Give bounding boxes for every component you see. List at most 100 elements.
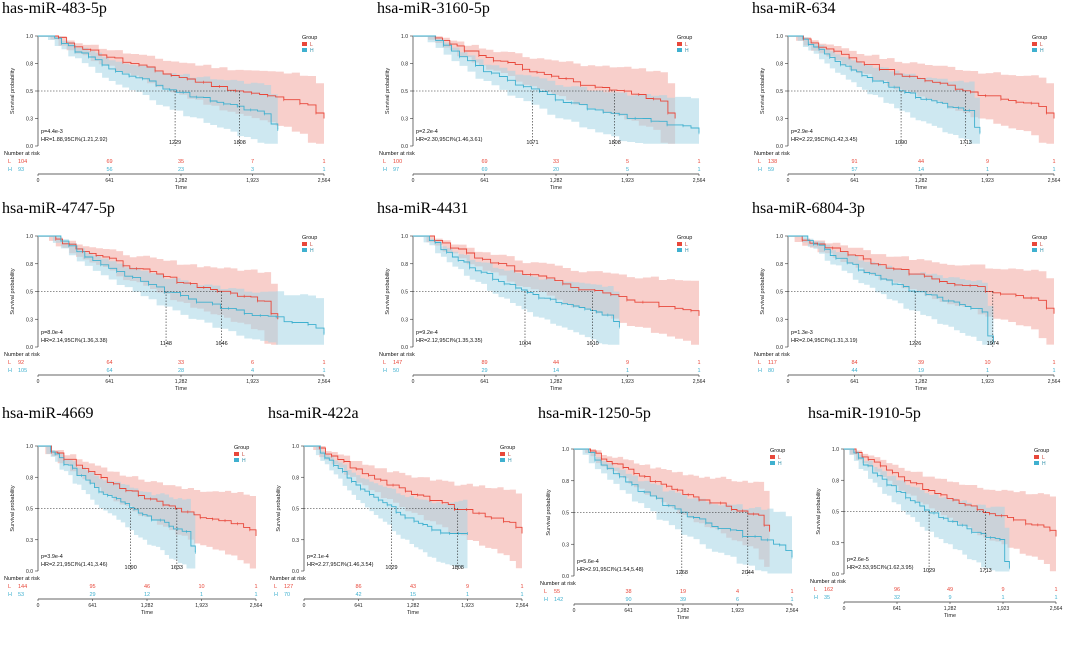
legend-label-L: L: [778, 455, 781, 461]
series-H-line: [38, 235, 325, 334]
y-tick-label: 0.5: [26, 507, 33, 513]
risk-row-label-L: L: [758, 159, 761, 165]
hazard-ratio-label: HR=2.30,95CI%(1.46,3.61): [416, 137, 483, 143]
legend-label-H: H: [1042, 461, 1046, 467]
median-label-L: 2044: [742, 570, 754, 576]
risk-row-label-L: L: [544, 589, 547, 595]
legend-label-L: L: [508, 452, 511, 458]
y-tick-label: 0.5: [562, 511, 569, 517]
risk-count-H: 12: [144, 592, 150, 598]
risk-row-label-L: L: [274, 584, 277, 590]
legend-title: Group: [770, 448, 785, 454]
legend-label-L: L: [1040, 242, 1043, 248]
legend-label-H: H: [685, 248, 689, 254]
risk-count-H: 1: [1054, 595, 1057, 601]
legend-swatch-L: [677, 242, 682, 246]
x-tick-label: 641: [624, 608, 633, 614]
legend-label-L: L: [1042, 455, 1045, 461]
median-label-L: 1610: [586, 341, 598, 347]
y-axis-label: Survival probability: [760, 268, 766, 314]
x-tick-label: 0: [37, 178, 40, 184]
risk-count-L: 89: [481, 360, 487, 366]
legend-title: Group: [1034, 448, 1049, 454]
median-label-L: 1808: [234, 140, 246, 146]
risk-count-H: 32: [894, 595, 900, 601]
risk-count-H: 57: [851, 167, 857, 173]
risk-row-label-L: L: [383, 159, 386, 165]
risk-count-H: 93: [18, 167, 24, 173]
x-axis-label: Time: [915, 386, 927, 392]
x-axis-label: Time: [550, 386, 562, 392]
p-value-label: p=4.4e-3: [41, 129, 63, 135]
legend-swatch-H: [234, 458, 239, 462]
km-plot: 0.0 0.3 0.5 0.8 1.0 Survival probability 1268 2…: [540, 447, 798, 621]
y-tick-label: 0.5: [401, 89, 408, 95]
risk-row-label-L: L: [8, 159, 11, 165]
legend-label-H: H: [508, 458, 512, 464]
risk-count-H: 42: [355, 592, 361, 598]
legend-title: Group: [1032, 235, 1047, 241]
risk-row-label-H: H: [814, 595, 818, 601]
risk-table-title: Number at risk: [754, 151, 790, 157]
y-tick-label: 0.8: [292, 475, 299, 481]
risk-count-H: 1: [520, 592, 523, 598]
x-tick-label: 1,282: [915, 379, 928, 385]
risk-count-H: 53: [18, 592, 24, 598]
risk-table-title: Number at risk: [379, 352, 415, 358]
x-tick-label: 2,564: [1050, 606, 1063, 612]
risk-count-L: 49: [947, 587, 953, 593]
x-tick-label: 1,282: [175, 379, 188, 385]
risk-count-L: 9: [626, 360, 629, 366]
legend-swatch-L: [1032, 42, 1037, 46]
y-tick-label: 0.0: [401, 144, 408, 150]
legend-title: Group: [302, 35, 317, 41]
risk-count-H: 1: [322, 368, 325, 374]
ci-band-H: [38, 36, 278, 144]
risk-table-title: Number at risk: [4, 151, 40, 157]
ci-band-H: [38, 236, 324, 345]
y-tick-label: 0.8: [776, 262, 783, 268]
legend-label-H: H: [1040, 248, 1044, 254]
p-value-label: p=2.6e-5: [847, 557, 869, 563]
hazard-ratio-label: HR=1.88,95CI%(1.21,2.92): [41, 137, 108, 143]
x-tick-label: 0: [787, 178, 790, 184]
risk-row-label-H: H: [758, 167, 762, 173]
legend-swatch-H: [500, 458, 505, 462]
hazard-ratio-label: HR=2.22,95CI%(1.42,3.45): [791, 137, 858, 143]
median-label-H: 1268: [676, 570, 688, 576]
x-tick-label: 1,923: [731, 608, 744, 614]
x-tick-label: 0: [37, 603, 40, 609]
risk-count-L: 9: [986, 159, 989, 165]
x-tick-label: 641: [893, 606, 902, 612]
legend-title: Group: [234, 445, 249, 451]
km-plot: 0.0 0.3 0.5 0.8 1.0 Survival probability 1029 1…: [270, 444, 528, 616]
x-tick-label: 1,923: [997, 606, 1010, 612]
risk-count-H: 105: [18, 368, 27, 374]
x-tick-label: 641: [354, 603, 363, 609]
hazard-ratio-label: HR=2.53,95CI%(1.62,3.95): [847, 565, 914, 571]
risk-count-L: 95: [89, 584, 95, 590]
y-tick-label: 0.5: [776, 290, 783, 296]
ci-band-L: [574, 449, 770, 567]
legend-title: Group: [500, 445, 515, 451]
risk-count-L: 69: [106, 159, 112, 165]
x-tick-label: 2,564: [1048, 379, 1061, 385]
y-tick-label: 0.5: [292, 507, 299, 513]
legend-swatch-L: [234, 452, 239, 456]
x-tick-label: 1,282: [915, 178, 928, 184]
risk-count-L: 1: [790, 589, 793, 595]
risk-count-H: 14: [918, 167, 924, 173]
y-tick-label: 0.0: [832, 572, 839, 578]
y-tick-label: 1.0: [26, 234, 33, 240]
risk-count-H: 9: [948, 595, 951, 601]
panel-title: hsa-miR-1910-5p: [808, 405, 921, 422]
hazard-ratio-label: HR=2.27,95CI%(1.46,3.54): [307, 562, 374, 568]
risk-count-L: 9: [466, 584, 469, 590]
p-value-label: p=3.9e-4: [41, 554, 63, 560]
risk-count-H: 4: [251, 368, 254, 374]
y-tick-label: 1.0: [776, 234, 783, 240]
risk-count-L: 33: [178, 360, 184, 366]
risk-count-H: 1: [466, 592, 469, 598]
risk-table-title: Number at risk: [754, 352, 790, 358]
x-tick-label: 2,564: [693, 379, 706, 385]
